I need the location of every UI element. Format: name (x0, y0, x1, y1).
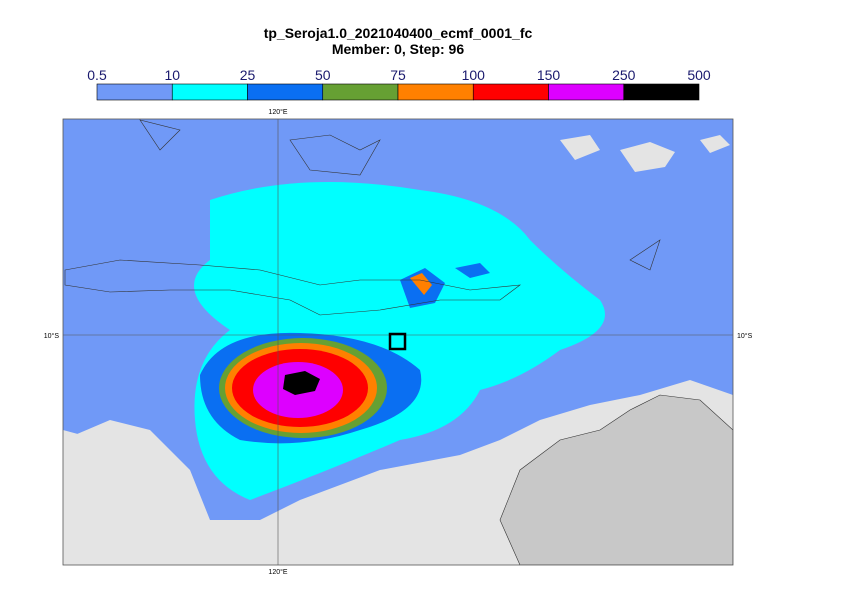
target-box (388, 332, 407, 351)
colorbar-box (472, 83, 549, 101)
subtitle: Member: 0, Step: 96 (332, 41, 464, 57)
lon-label: 120°E (268, 568, 287, 576)
colorbar-box (397, 83, 474, 101)
colorbar-box (322, 83, 399, 101)
lat-label: 10°S (737, 332, 753, 340)
colorbar-label: 500 (687, 67, 711, 83)
coastline (64, 259, 522, 316)
colorbar-box (623, 83, 700, 101)
lon-label: 120°E (268, 108, 287, 116)
colorbar-box (96, 83, 173, 101)
colorbar-box (247, 83, 324, 101)
coastline (139, 119, 661, 271)
no-precip (63, 420, 210, 565)
colorbar-label: 100 (462, 67, 486, 83)
colorbar-box (171, 83, 248, 101)
title: tp_Seroja1.0_2021040400_ecmf_0001_fc (264, 25, 533, 41)
no-precip (560, 135, 730, 172)
colorbar-label: 10 (164, 67, 180, 83)
land-australia (499, 394, 733, 565)
precip-orange (410, 273, 432, 295)
lat-label: 10°S (44, 332, 60, 340)
colorbar-label: 75 (390, 67, 406, 83)
map-frame (62, 118, 734, 566)
colorbar: 0.5 10 25 50 75 100 150 250 500 (87, 67, 711, 101)
colorbar-box (548, 83, 625, 101)
colorbar-label: 25 (240, 67, 256, 83)
map: 120°E 120°E 10°S 10°S (44, 108, 753, 576)
colorbar-label: 0.5 (87, 67, 107, 83)
precip-black (283, 371, 320, 395)
colorbar-label: 250 (612, 67, 636, 83)
colorbar-label: 150 (537, 67, 561, 83)
colorbar-label: 50 (315, 67, 331, 83)
